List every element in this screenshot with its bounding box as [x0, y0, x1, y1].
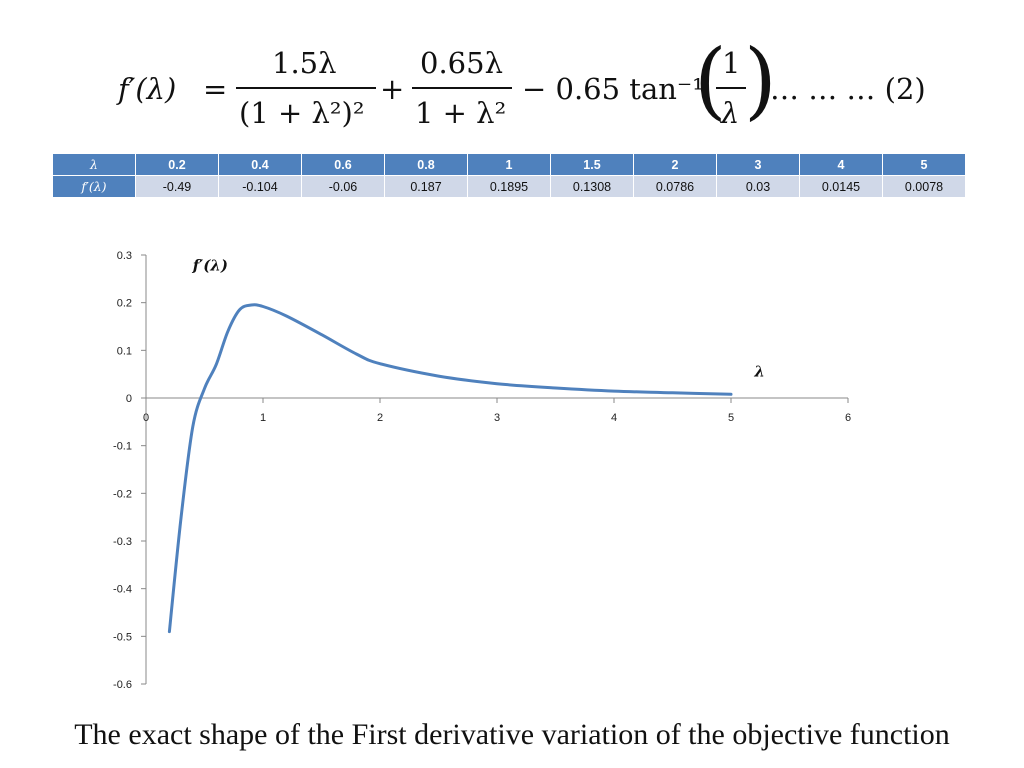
table-cell: 0.1308: [550, 175, 634, 198]
table-cell: 1: [467, 153, 551, 176]
plus-sign: +: [380, 72, 405, 106]
table-cell: 5: [882, 153, 966, 176]
table-cell: 0.2: [135, 153, 219, 176]
x-axis-label: λ: [753, 363, 765, 381]
table-row-label: f′(λ): [52, 175, 136, 198]
y-tick-label: -0.6: [113, 679, 132, 691]
minus-tan-term: − 0.65 tan⁻¹: [522, 72, 704, 106]
table-row-lambda: λ 0.2 0.4 0.6 0.8 1 1.5 2 3 4 5: [52, 153, 966, 176]
table-cell: -0.104: [218, 175, 302, 198]
table-cell: 0.1895: [467, 175, 551, 198]
x-tick-label: 5: [728, 412, 734, 424]
table-cell: 0.6: [301, 153, 385, 176]
series-line: [167, 303, 733, 634]
equation-number: … … … (2): [770, 72, 926, 106]
term2-fraction-bar: [412, 87, 512, 89]
table-cell: 3: [716, 153, 800, 176]
x-tick-label: 0: [143, 412, 149, 424]
left-paren-glyph: (: [694, 31, 727, 129]
y-tick-label: 0.3: [117, 250, 132, 262]
table-cell: 2: [633, 153, 717, 176]
y-tick-label: -0.1: [113, 441, 132, 453]
term1-numerator: 1.5λ: [272, 46, 337, 80]
term1-denominator: (1 + λ²)²: [239, 96, 365, 130]
right-paren-glyph: ): [744, 31, 777, 129]
equation: f′(λ) = 1.5λ (1 + λ²)² + 0.65λ 1 + λ² − …: [0, 38, 1024, 138]
x-tick-label: 3: [494, 412, 500, 424]
table-cell: 0.0078: [882, 175, 966, 198]
table-cell: 0.187: [384, 175, 468, 198]
term3-fraction-bar: [716, 87, 746, 89]
equals-sign: =: [203, 72, 228, 106]
y-tick-label: -0.4: [113, 584, 132, 596]
y-tick-label: 0.2: [117, 298, 132, 310]
y-tick-label: 0: [126, 393, 132, 405]
term2-denominator: 1 + λ²: [415, 96, 507, 130]
x-tick-label: 4: [611, 412, 617, 424]
series-label: f′(λ): [192, 256, 228, 274]
table-cell: 0.8: [384, 153, 468, 176]
x-tick-label: 1: [260, 412, 266, 424]
table-cell: 0.4: [218, 153, 302, 176]
table-row-fprime: f′(λ) -0.49 -0.104 -0.06 0.187 0.1895 0.…: [52, 175, 966, 198]
y-tick-label: -0.3: [113, 536, 132, 548]
y-tick-label: 0.1: [117, 345, 132, 357]
figure-caption: The exact shape of the First derivative …: [74, 718, 950, 751]
table-row-label: λ: [52, 153, 136, 176]
term3-numerator: 1: [722, 46, 741, 80]
y-tick-label: -0.5: [113, 631, 132, 643]
term3-denominator: λ: [721, 96, 740, 130]
table-cell: 0.03: [716, 175, 800, 198]
table-cell: 1.5: [550, 153, 634, 176]
y-tick-label: -0.2: [113, 488, 132, 500]
table-cell: -0.06: [301, 175, 385, 198]
line-chart: 0.3 0.2 0.1 0 -0.1 -0.2 -0.3 -0.4 -0.5 -0.6 0 1 2 3 4 5…: [113, 250, 851, 691]
term2-numerator: 0.65λ: [420, 46, 503, 80]
x-tick-label: 6: [845, 412, 851, 424]
equation-lhs: f′(λ): [118, 72, 177, 106]
table-cell: 0.0786: [633, 175, 717, 198]
table-cell: -0.49: [135, 175, 219, 198]
x-tick-label: 2: [377, 412, 383, 424]
values-table: λ 0.2 0.4 0.6 0.8 1 1.5 2 3 4 5 f′(λ) -0…: [52, 153, 966, 198]
table-cell: 4: [799, 153, 883, 176]
table-cell: 0.0145: [799, 175, 883, 198]
term1-fraction-bar: [236, 87, 376, 89]
